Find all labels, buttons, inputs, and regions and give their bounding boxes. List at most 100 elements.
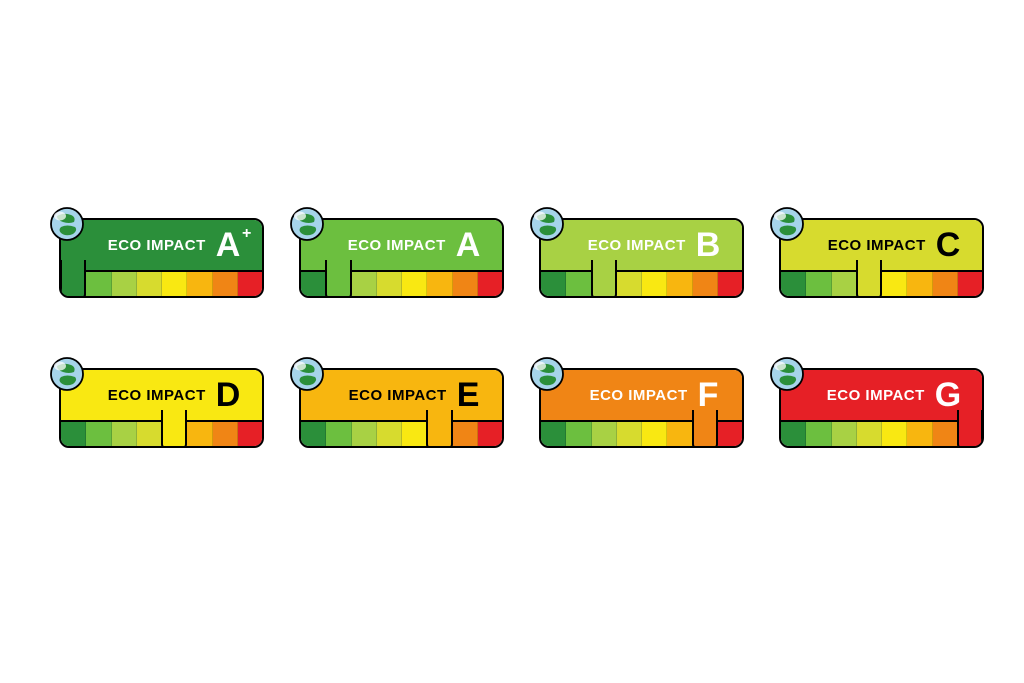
scale-segment [86, 422, 111, 448]
badge-body: ECO IMPACT G [779, 368, 984, 448]
badge-grade: D [216, 378, 241, 412]
scale-segment [806, 272, 831, 298]
scale-segment [907, 272, 932, 298]
scale-segment [882, 422, 907, 448]
scale-segment [718, 272, 742, 298]
scale-segment [806, 422, 831, 448]
scale-segment [617, 272, 642, 298]
badge-label: ECO IMPACT [828, 237, 926, 254]
scale-segment [453, 422, 478, 448]
scale-segment [617, 422, 642, 448]
badge-grade: G [935, 378, 961, 412]
scale-segment [478, 422, 502, 448]
scale-segment [326, 422, 351, 448]
scale-segment [642, 422, 667, 448]
scale-segment [832, 272, 857, 298]
rating-scale [541, 270, 742, 298]
badge-body: ECO IMPACT A+ [59, 218, 264, 298]
scale-segment [352, 272, 377, 298]
scale-segment [933, 422, 958, 448]
globe-icon [769, 206, 805, 242]
badge-grade: A [456, 228, 481, 262]
badge-grade-letter: C [936, 226, 961, 264]
badge-label: ECO IMPACT [590, 387, 688, 404]
scale-segment [781, 272, 806, 298]
badge-body: ECO IMPACTD [59, 368, 264, 448]
badge-header: ECO IMPACTE [301, 370, 502, 420]
scale-segment [667, 272, 692, 298]
scale-segment [693, 422, 718, 448]
scale-segment [832, 422, 857, 448]
scale-segment [958, 422, 982, 448]
scale-segment [541, 272, 566, 298]
scale-segment [592, 422, 617, 448]
rating-scale [61, 270, 262, 298]
scale-segment [402, 422, 427, 448]
scale-segment [301, 272, 326, 298]
active-segment-indicator [591, 260, 617, 298]
scale-segment [162, 272, 187, 298]
scale-segment [667, 422, 692, 448]
scale-segment [933, 272, 958, 298]
globe-icon [49, 206, 85, 242]
badge-grade-letter: B [696, 226, 721, 264]
scale-segment [326, 272, 351, 298]
scale-segment [566, 272, 591, 298]
active-segment-indicator [161, 410, 187, 448]
active-segment-indicator [957, 410, 983, 448]
badge-body: ECO IMPACT B [539, 218, 744, 298]
scale-segment [718, 422, 742, 448]
scale-segment [162, 422, 187, 448]
scale-segment [402, 272, 427, 298]
badge-header: ECO IMPACT B [541, 220, 742, 270]
scale-segment [187, 422, 212, 448]
scale-segment [478, 272, 502, 298]
eco-impact-badge: ECO IMPACT B [535, 210, 745, 300]
scale-segment [541, 422, 566, 448]
scale-segment [352, 422, 377, 448]
scale-segment [377, 422, 402, 448]
scale-segment [137, 422, 162, 448]
badge-grade: E [457, 378, 480, 412]
scale-segment [238, 422, 262, 448]
globe-icon [289, 356, 325, 392]
rating-scale [301, 420, 502, 448]
eco-impact-badge-grid: ECO IMPACTA+ ECO IMPACTA ECO IMPACTB ECO… [55, 210, 975, 450]
badge-header: ECO IMPACT G [781, 370, 982, 420]
eco-impact-badge: ECO IMPACT G [775, 360, 985, 450]
badge-header: ECO IMPACT A+ [61, 220, 262, 270]
scale-segment [213, 422, 238, 448]
scale-segment [61, 272, 86, 298]
badge-grade-letter: F [698, 376, 719, 414]
badge-grade-letter: E [457, 376, 480, 414]
badge-label: ECO IMPACT [588, 237, 686, 254]
badge-label: ECO IMPACT [108, 237, 206, 254]
scale-segment [958, 272, 982, 298]
eco-impact-badge: ECO IMPACT C [775, 210, 985, 300]
badge-grade: A+ [216, 228, 241, 262]
scale-segment [112, 422, 137, 448]
scale-segment [693, 272, 718, 298]
scale-segment [781, 422, 806, 448]
scale-segment [301, 422, 326, 448]
rating-scale [301, 270, 502, 298]
scale-segment [453, 272, 478, 298]
badge-grade: B [696, 228, 721, 262]
badge-grade-letter: D [216, 376, 241, 414]
scale-segment [642, 272, 667, 298]
scale-segment [427, 422, 452, 448]
globe-icon [769, 356, 805, 392]
badge-body: ECO IMPACT F [539, 368, 744, 448]
scale-segment [882, 272, 907, 298]
badge-label: ECO IMPACT [827, 387, 925, 404]
active-segment-indicator [325, 260, 351, 298]
scale-segment [112, 272, 137, 298]
active-segment-indicator [692, 410, 718, 448]
badge-body: ECO IMPACTE [299, 368, 504, 448]
badge-body: ECO IMPACTA [299, 218, 504, 298]
scale-segment [857, 272, 882, 298]
rating-scale [781, 420, 982, 448]
scale-segment [187, 272, 212, 298]
badge-grade: F [698, 378, 719, 412]
active-segment-indicator [60, 260, 86, 298]
